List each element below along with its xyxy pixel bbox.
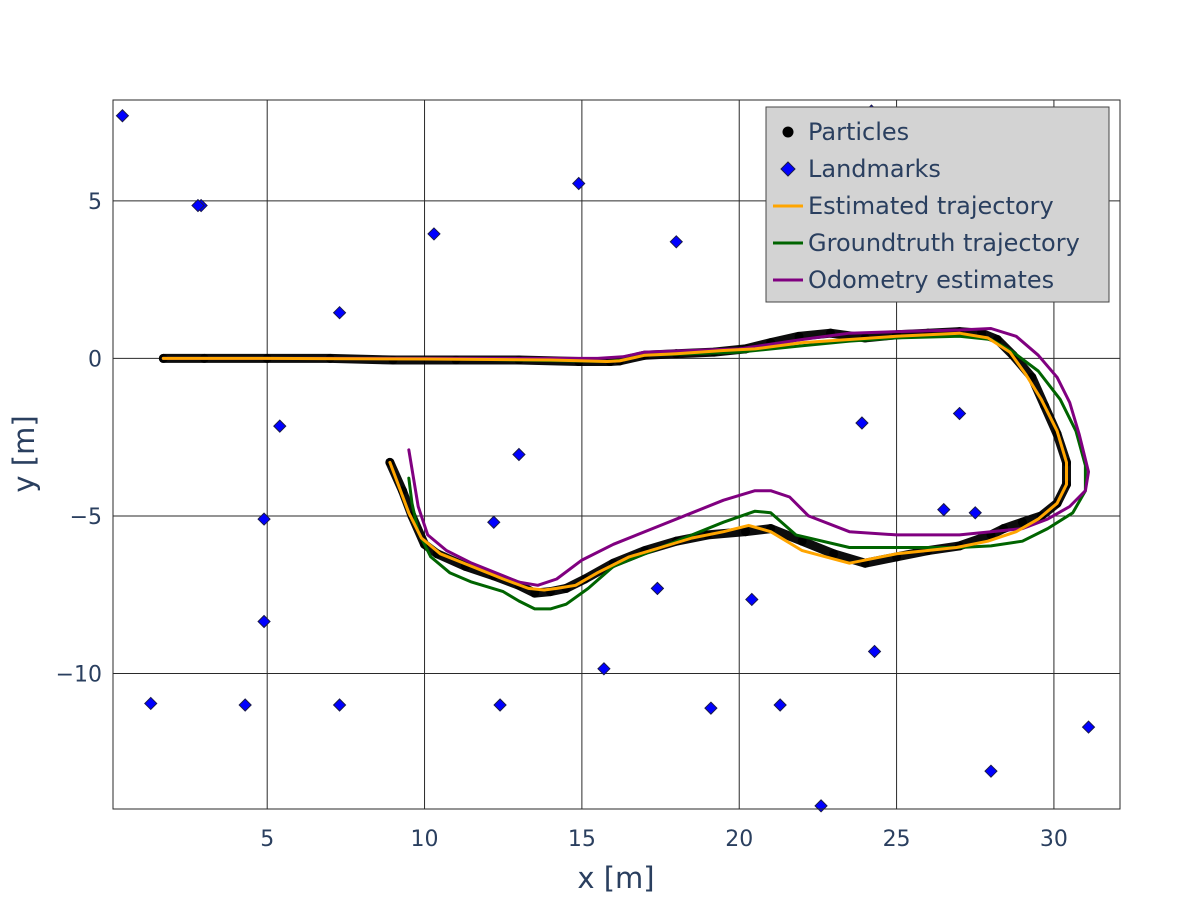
legend-label: Odometry estimates — [808, 266, 1054, 294]
landmark-point — [144, 696, 158, 711]
particle-point — [829, 549, 839, 559]
landmark-point — [332, 305, 347, 320]
landmark-point — [191, 198, 205, 213]
landmark-point — [773, 698, 787, 712]
y-axis-title: y [m] — [7, 415, 41, 492]
y-tick-label: −5 — [70, 505, 102, 530]
particle-point — [741, 527, 751, 537]
x-tick-label: 25 — [883, 827, 911, 852]
particle-point — [530, 588, 540, 598]
legend-label: Groundtruth trajectory — [808, 229, 1080, 257]
plot-frame — [112, 99, 1121, 810]
landmark-point — [855, 416, 869, 430]
legend-landmarks-symbol — [780, 161, 796, 177]
landmark-point — [427, 227, 441, 241]
landmark-point — [273, 419, 287, 433]
x-tick-label: 30 — [1040, 827, 1068, 852]
landmarks-layer — [115, 104, 1096, 813]
landmark-point — [968, 506, 982, 520]
landmark-point — [493, 698, 507, 712]
landmark-point — [257, 614, 271, 629]
landmark-point — [332, 698, 347, 712]
ticks: 5 10 15 20 25 30 5 0 −5 −10 — [56, 190, 1068, 852]
legend-label: Particles — [808, 118, 909, 146]
landmark-point — [572, 176, 586, 191]
landmark-point — [257, 512, 271, 526]
landmark-point — [745, 592, 759, 607]
landmark-point — [937, 502, 951, 517]
particle-point — [797, 536, 807, 546]
plot-content — [115, 104, 1096, 813]
landmark-point — [487, 515, 501, 529]
legend-label: Landmarks — [808, 155, 941, 183]
y-tick-label: 0 — [88, 347, 102, 372]
landmark-point — [704, 701, 718, 715]
landmark-point — [115, 109, 130, 123]
x-tick-label: 10 — [411, 827, 439, 852]
landmark-point — [512, 447, 526, 462]
legend: Particles Landmarks Estimated trajectory Gr… — [765, 106, 1110, 303]
trajectory-lines — [161, 327, 1090, 611]
legend-label: Estimated trajectory — [808, 192, 1054, 220]
odometry-estimates-line — [161, 327, 1090, 587]
landmark-point — [867, 644, 882, 659]
estimated-trajectory-line — [161, 331, 1068, 592]
landmark-point — [669, 235, 683, 249]
x-tick-label: 15 — [568, 827, 596, 852]
landmark-point — [238, 698, 252, 712]
legend-box — [765, 106, 1110, 303]
x-tick-label: 20 — [725, 827, 753, 852]
landmark-point — [952, 406, 967, 421]
legend-particles-symbol — [782, 126, 794, 138]
landmark-point — [1081, 720, 1096, 734]
landmark-point — [650, 581, 665, 596]
x-axis-title: x [m] — [577, 861, 654, 895]
y-tick-label: −10 — [56, 663, 102, 688]
particle-point — [1017, 517, 1027, 527]
landmark-point — [597, 662, 611, 676]
landmark-point — [984, 764, 998, 778]
y-tick-label: 5 — [88, 190, 102, 215]
x-tick-label: 5 — [260, 827, 274, 852]
